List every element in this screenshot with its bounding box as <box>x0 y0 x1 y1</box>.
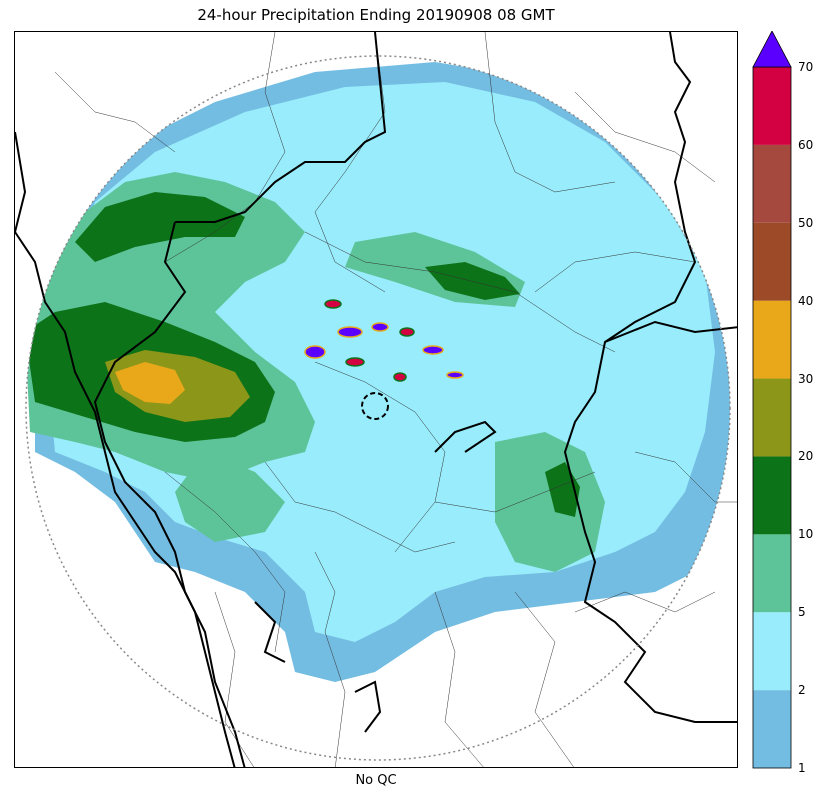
colorbar-tick-label: 2 <box>798 683 806 698</box>
colorbar-band <box>753 612 791 691</box>
colorbar-band <box>753 144 791 223</box>
colorbar-extend-arrow <box>752 31 792 68</box>
colorbar <box>752 31 792 769</box>
colorbar-tick-label: 10 <box>798 527 814 542</box>
precipitation-map <box>15 32 737 767</box>
district-borders <box>54 32 737 767</box>
colorbar-band <box>753 300 791 379</box>
precip-band-10-20-north <box>425 262 520 300</box>
colorbar-tick-label: 50 <box>798 215 814 230</box>
chart-title: 24-hour Precipitation Ending 20190908 08… <box>197 6 555 24</box>
colorbar-tick-label: 20 <box>798 449 814 464</box>
colorbar-band <box>753 67 791 145</box>
radar-range-ring <box>25 55 731 761</box>
convective-cells <box>304 299 464 382</box>
map-panel <box>14 31 738 768</box>
precip-band-30-40 <box>115 362 185 404</box>
colorbar-tick-label: 1 <box>798 761 806 775</box>
x-axis-label: No QC <box>355 773 397 788</box>
precip-band-10-20-northwest <box>75 192 245 262</box>
colorbar-band <box>753 534 791 613</box>
colorbar-band <box>753 456 791 535</box>
precip-band-5-10-east <box>495 432 605 572</box>
radar-site-marker <box>361 392 389 420</box>
colorbar-tick-label: 40 <box>798 293 814 308</box>
colorbar-tick-label: 60 <box>798 137 814 152</box>
colorbar-tick-label: 5 <box>798 605 806 620</box>
colorbar-band <box>753 690 791 768</box>
precip-band-5-10-south <box>175 452 285 542</box>
colorbar-tick-label: 70 <box>798 60 814 74</box>
colorbar-band <box>753 378 791 457</box>
state-borders <box>15 32 737 767</box>
colorbar-tick-label: 30 <box>798 371 814 386</box>
colorbar-band <box>753 222 791 301</box>
